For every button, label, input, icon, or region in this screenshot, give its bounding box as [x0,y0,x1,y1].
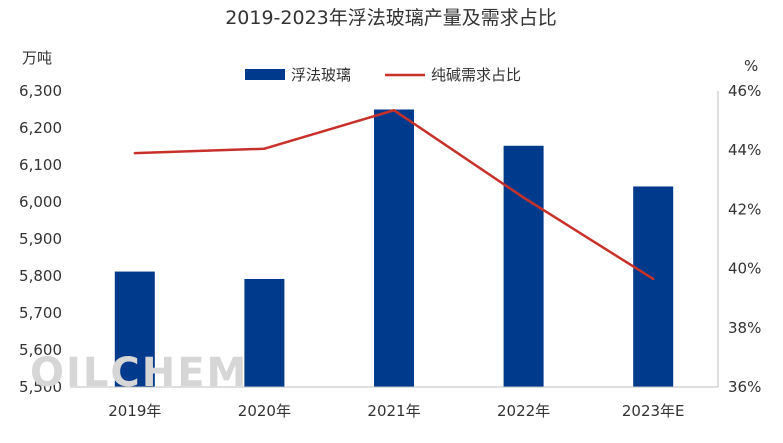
right-tick-label: 44% [728,141,761,159]
x-tick-label: 2023年E [622,402,685,420]
left-axis-ticks: 5,500 5,600 5,700 5,800 5,900 6,000 6,100 6,200… [19,82,62,396]
right-tick-label: 36% [728,378,761,396]
right-tick-label: 46% [728,82,761,100]
line-point [652,277,655,281]
left-tick-label: 5,700 [19,304,62,322]
left-tick-label: 5,900 [19,230,62,248]
x-tick-label: 2019年 [108,402,161,420]
bar [114,271,155,387]
bar [503,145,544,387]
left-tick-label: 6,000 [19,193,62,211]
left-tick-label: 5,500 [19,378,62,396]
x-axis-ticks: 2019年 2020年 2021年 2022年 2023年E [108,402,684,420]
left-tick-label: 6,200 [19,119,62,137]
right-axis-ticks: 36% 38% 40% 42% 44% 46% [728,82,761,396]
bar-series [114,109,674,387]
line-point [133,151,136,155]
bar [374,109,414,387]
left-axis-unit: 万吨 [22,49,52,67]
x-tick-label: 2022年 [497,402,550,420]
line-point [392,109,396,112]
left-tick-label: 6,300 [19,82,62,100]
right-tick-label: 42% [728,200,761,218]
legend-swatch-bar [245,69,285,80]
right-axis-unit: % [744,57,758,75]
x-tick-label: 2021年 [367,402,420,420]
legend-label-bar: 浮法玻璃 [291,66,351,84]
left-tick-label: 5,600 [19,341,62,359]
right-tick-label: 38% [728,319,761,337]
chart-title: 2019-2023年浮法玻璃产量及需求占比 [225,7,557,29]
legend-label-line: 纯碱需求占比 [431,66,521,84]
line-point [522,196,525,199]
bar [633,186,674,387]
legend: 浮法玻璃 纯碱需求占比 [245,66,521,84]
watermark: OILCHEM [30,350,248,396]
left-tick-label: 5,800 [19,267,62,285]
x-tick-label: 2020年 [238,402,291,420]
right-tick-label: 40% [728,260,761,278]
left-tick-label: 6,100 [19,156,62,174]
bar [244,278,285,387]
line-point [263,147,266,150]
line-series [133,108,655,281]
